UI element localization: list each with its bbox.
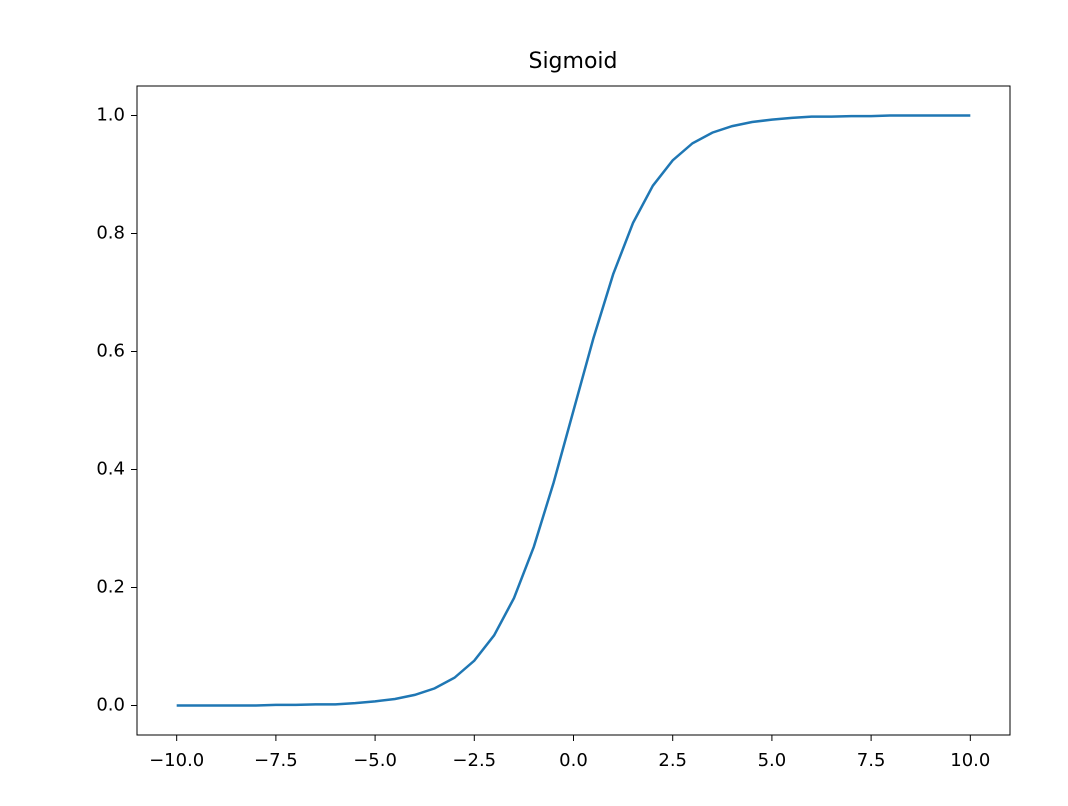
x-tick-label: 2.5: [658, 750, 687, 771]
y-tick-label: 0.4: [96, 459, 125, 480]
x-tick-label: 10.0: [950, 750, 990, 771]
x-tick-label: −5.0: [353, 750, 397, 771]
x-tick-label: 5.0: [758, 750, 787, 771]
chart-title: Sigmoid: [528, 49, 617, 74]
x-tick-label: 0.0: [559, 750, 588, 771]
x-tick-label: −2.5: [452, 750, 496, 771]
y-tick-label: 0.0: [96, 695, 125, 716]
line: [176, 114, 971, 707]
x-tick-label: −7.5: [254, 750, 298, 771]
y-tick-label: 0.8: [96, 223, 125, 244]
plot-frame: [136, 85, 1011, 736]
y-tick-label: 0.2: [96, 577, 125, 598]
x-tick-label: 7.5: [857, 750, 886, 771]
y-tick-label: 1.0: [96, 105, 125, 126]
x-tick-label: −10.0: [149, 750, 204, 771]
y-tick-label: 0.6: [96, 341, 125, 362]
